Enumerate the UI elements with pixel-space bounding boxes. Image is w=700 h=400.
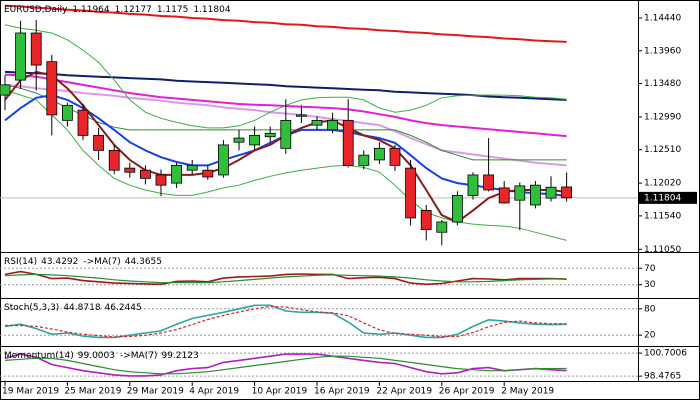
x-tick-label: 29 Mar 2019 [127,387,184,397]
y-tick-label: 98.4765 [644,372,681,382]
price-tag [639,191,697,204]
candle-body [358,154,370,166]
candle-body [483,174,495,191]
y-tick-label: 1.12020 [644,179,681,189]
indicator-name: Stoch(5,3,3) [4,303,59,313]
x-tick-label: 16 Apr 2019 [314,387,370,397]
candle-body [15,32,27,81]
y-tick-label: 1.11050 [644,245,681,255]
x-tick-label: 25 Mar 2019 [64,387,121,397]
indicator-line [4,355,567,375]
indicator-label: Momentum(14) 99.0003 ->MA(7) 99.2123 [4,351,199,361]
ohlc-value: 1.1175 [157,5,189,15]
y-tick-label: 100.7006 [644,349,687,359]
candle-body [295,114,307,117]
candle-body [108,149,120,171]
candle-body [46,61,58,116]
x-tick-label: 10 Apr 2019 [252,387,308,397]
candle-body [561,186,572,199]
moving-average [4,4,567,43]
y-tick-label: 1.13480 [644,79,681,89]
candle-body [62,104,73,121]
candle-body [420,210,432,230]
indicator-line [5,305,567,338]
ohlc-value: 1.12177 [115,5,152,15]
candle-body [373,147,385,161]
candle-body [93,134,104,151]
ohlc-value: 1.11964 [72,5,109,15]
x-tick-label: 26 Apr 2019 [439,387,495,397]
indicator-line [4,304,567,339]
candle-body [545,186,557,199]
y-tick-label: 1.12990 [644,112,681,122]
candle-body [280,119,292,149]
candle-body [249,134,261,146]
indicator-label: Stoch(5,3,3) 44.8718 46.2445 [4,303,142,313]
y-tick-label: 30 [644,280,656,290]
price-tag-label: 1.11804 [644,193,681,203]
indicator-name: RSI(14) [4,257,37,267]
indicator-label: RSI(14) 43.4292 ->MA(7) 44.3655 [4,257,162,267]
candle-body [405,167,417,219]
candle-body [77,109,89,136]
x-tick-label: 4 Apr 2019 [189,387,239,397]
candle-body [342,119,354,166]
y-tick-label: 20 [644,331,656,341]
indicator-value: 46.2445 [105,303,142,313]
candle-body [436,221,448,233]
indicator-value: 44.3655 [125,257,162,267]
moving-average [4,89,567,241]
symbol: EURUSD,Daily [4,5,68,15]
candle-body [202,169,214,178]
candle-body [186,164,198,171]
candle-body [311,119,323,126]
candle-body [530,184,541,206]
indicator-value: 99.2123 [161,351,198,361]
indicator-line [4,270,567,286]
candle-body [327,119,339,131]
y-tick-label: 70 [644,264,656,274]
y-tick-label: 80 [644,304,656,314]
indicator-line [4,353,567,377]
y-tick-label: 1.11540 [644,211,681,221]
indicator-name: Momentum(14) [4,351,74,361]
chart-title: EURUSD,Daily 1.11964 1.12177 1.1175 1.11804 [4,5,231,15]
candle-body [451,195,463,223]
ohlc-value: 1.11804 [193,5,230,15]
ma-name: ->MA(7) [83,257,120,267]
candle-body [30,32,42,66]
ma-name: ->MA(7) [120,351,157,361]
candle-body [514,185,526,201]
x-tick-label: 19 Mar 2019 [2,387,59,397]
candle-body [217,144,229,176]
candle-body [139,169,151,179]
indicator-value: 99.0003 [78,351,115,361]
indicator-line [4,273,567,284]
candle-body [467,174,479,196]
x-tick-label: 22 Apr 2019 [376,387,432,397]
candle-body [264,132,276,138]
y-tick-label: 1.12510 [644,145,681,155]
indicator-value: 43.4292 [41,257,78,267]
indicator-value: 44.8718 [63,303,100,313]
x-tick-label: 2 May 2019 [501,387,554,397]
candle-body [389,147,401,166]
y-tick-label: 1.14440 [644,14,681,24]
candle-body [233,137,245,143]
y-tick-label: 1.13960 [644,46,681,56]
candle-body [155,174,167,186]
candle-body [171,164,183,184]
candle-body [498,187,510,204]
candle-body [124,167,136,173]
candle-body [0,84,11,96]
